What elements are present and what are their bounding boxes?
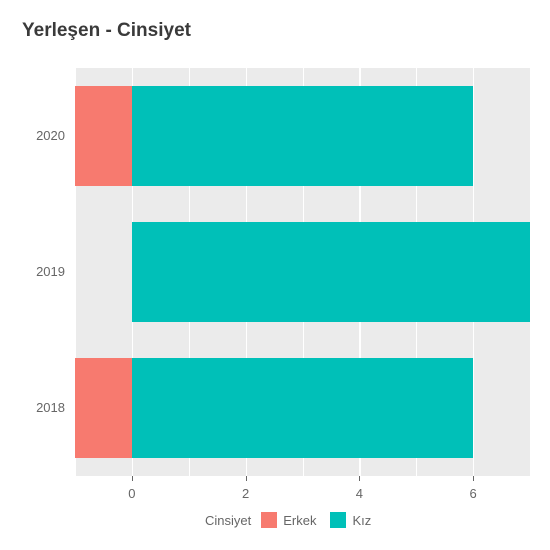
legend-swatch	[261, 512, 277, 528]
x-axis-label: 4	[339, 486, 379, 501]
x-axis-tick	[132, 476, 133, 481]
bar	[132, 86, 473, 187]
legend: Cinsiyet Erkek Kız	[205, 512, 379, 528]
bar	[75, 86, 132, 187]
bar	[132, 358, 473, 459]
bar	[132, 222, 530, 323]
y-axis-label: 2019	[5, 264, 65, 279]
y-axis-label: 2018	[5, 400, 65, 415]
legend-label: Kız	[352, 513, 371, 528]
grid-line-minor	[530, 68, 531, 476]
x-axis-tick	[359, 476, 360, 481]
legend-swatch	[330, 512, 346, 528]
plot-area	[75, 68, 530, 476]
x-axis-label: 2	[226, 486, 266, 501]
legend-title: Cinsiyet	[205, 513, 251, 528]
bar	[75, 358, 132, 459]
x-axis-label: 0	[112, 486, 152, 501]
x-axis-label: 6	[453, 486, 493, 501]
x-axis-tick	[473, 476, 474, 481]
legend-label: Erkek	[283, 513, 316, 528]
chart-title: Yerleşen - Cinsiyet	[22, 20, 191, 42]
y-axis-label: 2020	[5, 128, 65, 143]
x-axis-tick	[246, 476, 247, 481]
